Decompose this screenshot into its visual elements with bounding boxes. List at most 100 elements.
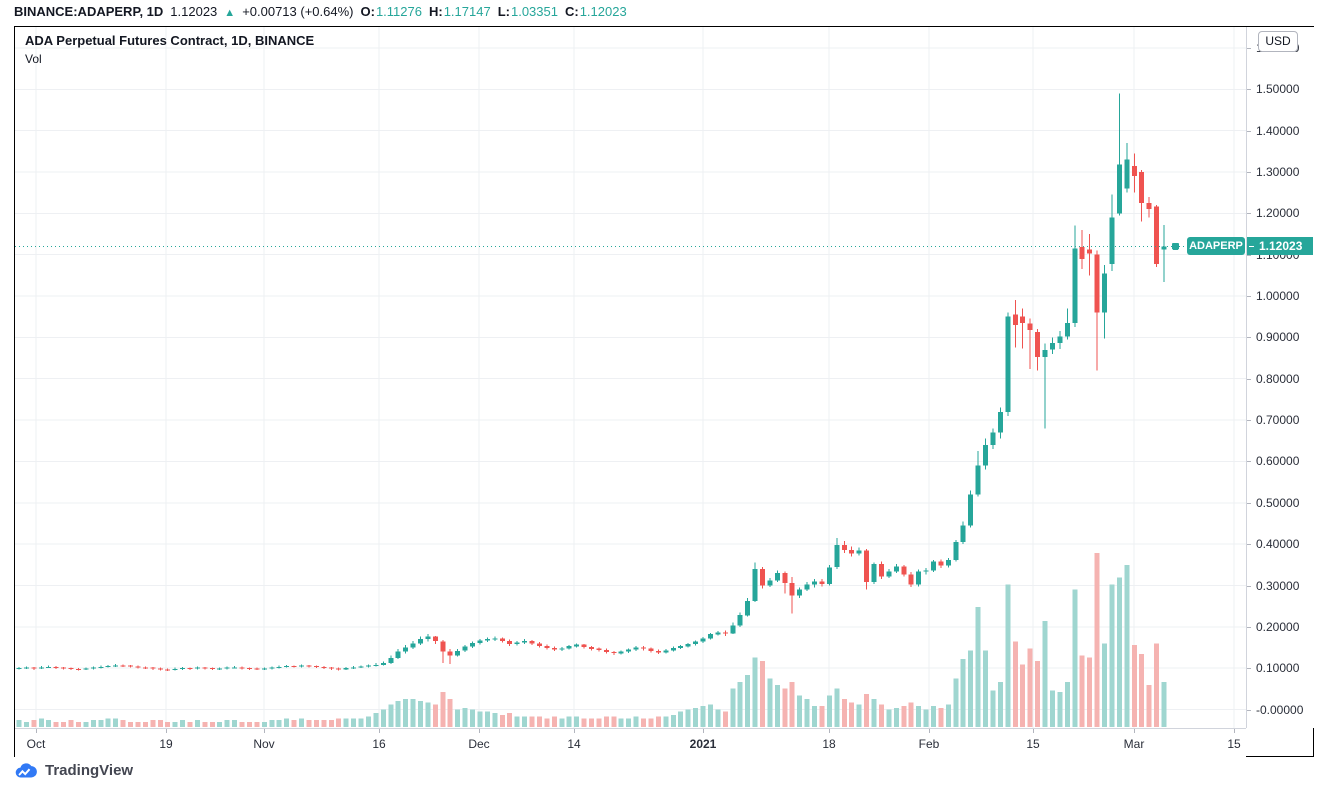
price-tick-mark (1247, 378, 1251, 380)
volume-bar (1087, 657, 1093, 727)
candle-body (1087, 249, 1093, 254)
candle-body (313, 666, 319, 668)
time-tick-label: 16 (372, 737, 386, 751)
volume-bar (670, 714, 676, 727)
volume-bar (559, 718, 565, 727)
candle-body (105, 666, 111, 668)
candle-body (574, 644, 580, 647)
candle-body (626, 649, 632, 652)
candle-body (150, 667, 156, 669)
candle-body (641, 647, 646, 649)
candle-body (477, 640, 483, 643)
time-tick-mark (703, 729, 704, 733)
volume-bar (418, 700, 423, 727)
price-tick-mark (1247, 461, 1251, 463)
volume-bar (1027, 648, 1033, 727)
volume-bar (128, 721, 133, 727)
price-tick-mark (1247, 213, 1251, 215)
volume-bar (105, 718, 111, 727)
volume-bar (1161, 681, 1167, 727)
candle-body (536, 643, 542, 646)
candle-body (544, 645, 550, 648)
high-label: H: (428, 4, 443, 19)
volume-bar (581, 718, 587, 727)
candle-body (23, 667, 29, 669)
volume-bar (886, 709, 892, 727)
candle-body (945, 559, 951, 566)
time-tick-mark (929, 729, 930, 733)
candle-body (432, 636, 438, 642)
volume-bar (291, 720, 297, 727)
time-scale-axis[interactable]: Oct 19 Nov 16 Dec 14 2021 18 Feb 15 Mar 15 (15, 728, 1246, 757)
price-change: +0.00713 (+0.64%) (242, 4, 354, 19)
last-price: 1.12023 (170, 4, 218, 19)
volume-bar (395, 700, 401, 727)
candle-body (960, 525, 966, 542)
volume-bar (68, 720, 74, 727)
price-scale-axis[interactable]: 1.600001.500001.400001.300001.200001.100… (1246, 27, 1314, 728)
candle-body (678, 646, 684, 648)
time-tick-label: Oct (26, 737, 46, 751)
volume-bar (923, 709, 929, 727)
candle-body (254, 668, 260, 670)
candle-body (841, 544, 847, 550)
volume-bar (529, 716, 535, 727)
volume-bar (1035, 660, 1041, 727)
volume-bar (1094, 553, 1100, 727)
time-tick-label: 2021 (689, 737, 717, 751)
time-tick-label: 14 (567, 737, 581, 751)
volume-bar (1131, 645, 1137, 727)
candle-body (98, 666, 104, 668)
price-tick-label: 1.20000 (1247, 206, 1314, 220)
time-tick-mark (166, 729, 167, 733)
candle-body (269, 667, 275, 669)
candle-body (566, 646, 572, 649)
candle-body (916, 571, 922, 585)
price-tick-mark (1247, 296, 1251, 297)
volume-bar (1116, 577, 1122, 727)
low-label: L: (497, 4, 510, 19)
volume-bar (328, 720, 334, 727)
candle-body (455, 650, 461, 656)
price-tick-label: 0.50000 (1247, 496, 1314, 510)
volume-bar (812, 706, 817, 727)
volume-bar (284, 718, 290, 727)
candle-body (782, 573, 788, 583)
candle-body (113, 665, 119, 667)
candle-body (633, 647, 639, 650)
candle-body (209, 668, 215, 670)
last-price-symbol-tag: ADAPERP (1187, 237, 1245, 256)
candle-body (1146, 203, 1152, 210)
candle-body (938, 561, 944, 566)
currency-usd-button[interactable]: USD (1258, 31, 1298, 52)
volume-bar (826, 695, 832, 727)
candle-body (291, 666, 297, 668)
volume-bar (611, 716, 617, 727)
candle-body (492, 638, 498, 640)
candle-body (655, 650, 661, 653)
candle-body (737, 615, 743, 626)
candle-body (76, 669, 81, 670)
volume-bar (425, 702, 431, 727)
volume-bar (841, 699, 847, 727)
candle-body (165, 669, 171, 671)
symbol-info-bar: BINANCE:ADAPERP, 1D 1.12023 ▲ +0.00713 (… (14, 4, 627, 19)
price-tick-label: 0.70000 (1247, 413, 1314, 427)
candlestick-chart[interactable] (15, 27, 1246, 728)
candle-body (1079, 247, 1085, 259)
candle-body (380, 663, 386, 665)
volume-bar (261, 721, 267, 727)
volume-bar (254, 721, 260, 727)
close-label: C: (564, 4, 579, 19)
candle-body (440, 641, 446, 652)
volume-bar (968, 650, 974, 727)
price-tick-mark (1247, 420, 1251, 422)
volume-bar (782, 688, 788, 727)
candle-body (589, 647, 594, 649)
candle-body (893, 566, 899, 572)
tradingview-brand-text: TradingView (45, 762, 134, 779)
tradingview-branding[interactable]: TradingView (13, 762, 133, 779)
chart-plot-area[interactable]: ADA Perpetual Futures Contract, 1D, BINA… (15, 27, 1246, 728)
candle-body (328, 667, 334, 669)
